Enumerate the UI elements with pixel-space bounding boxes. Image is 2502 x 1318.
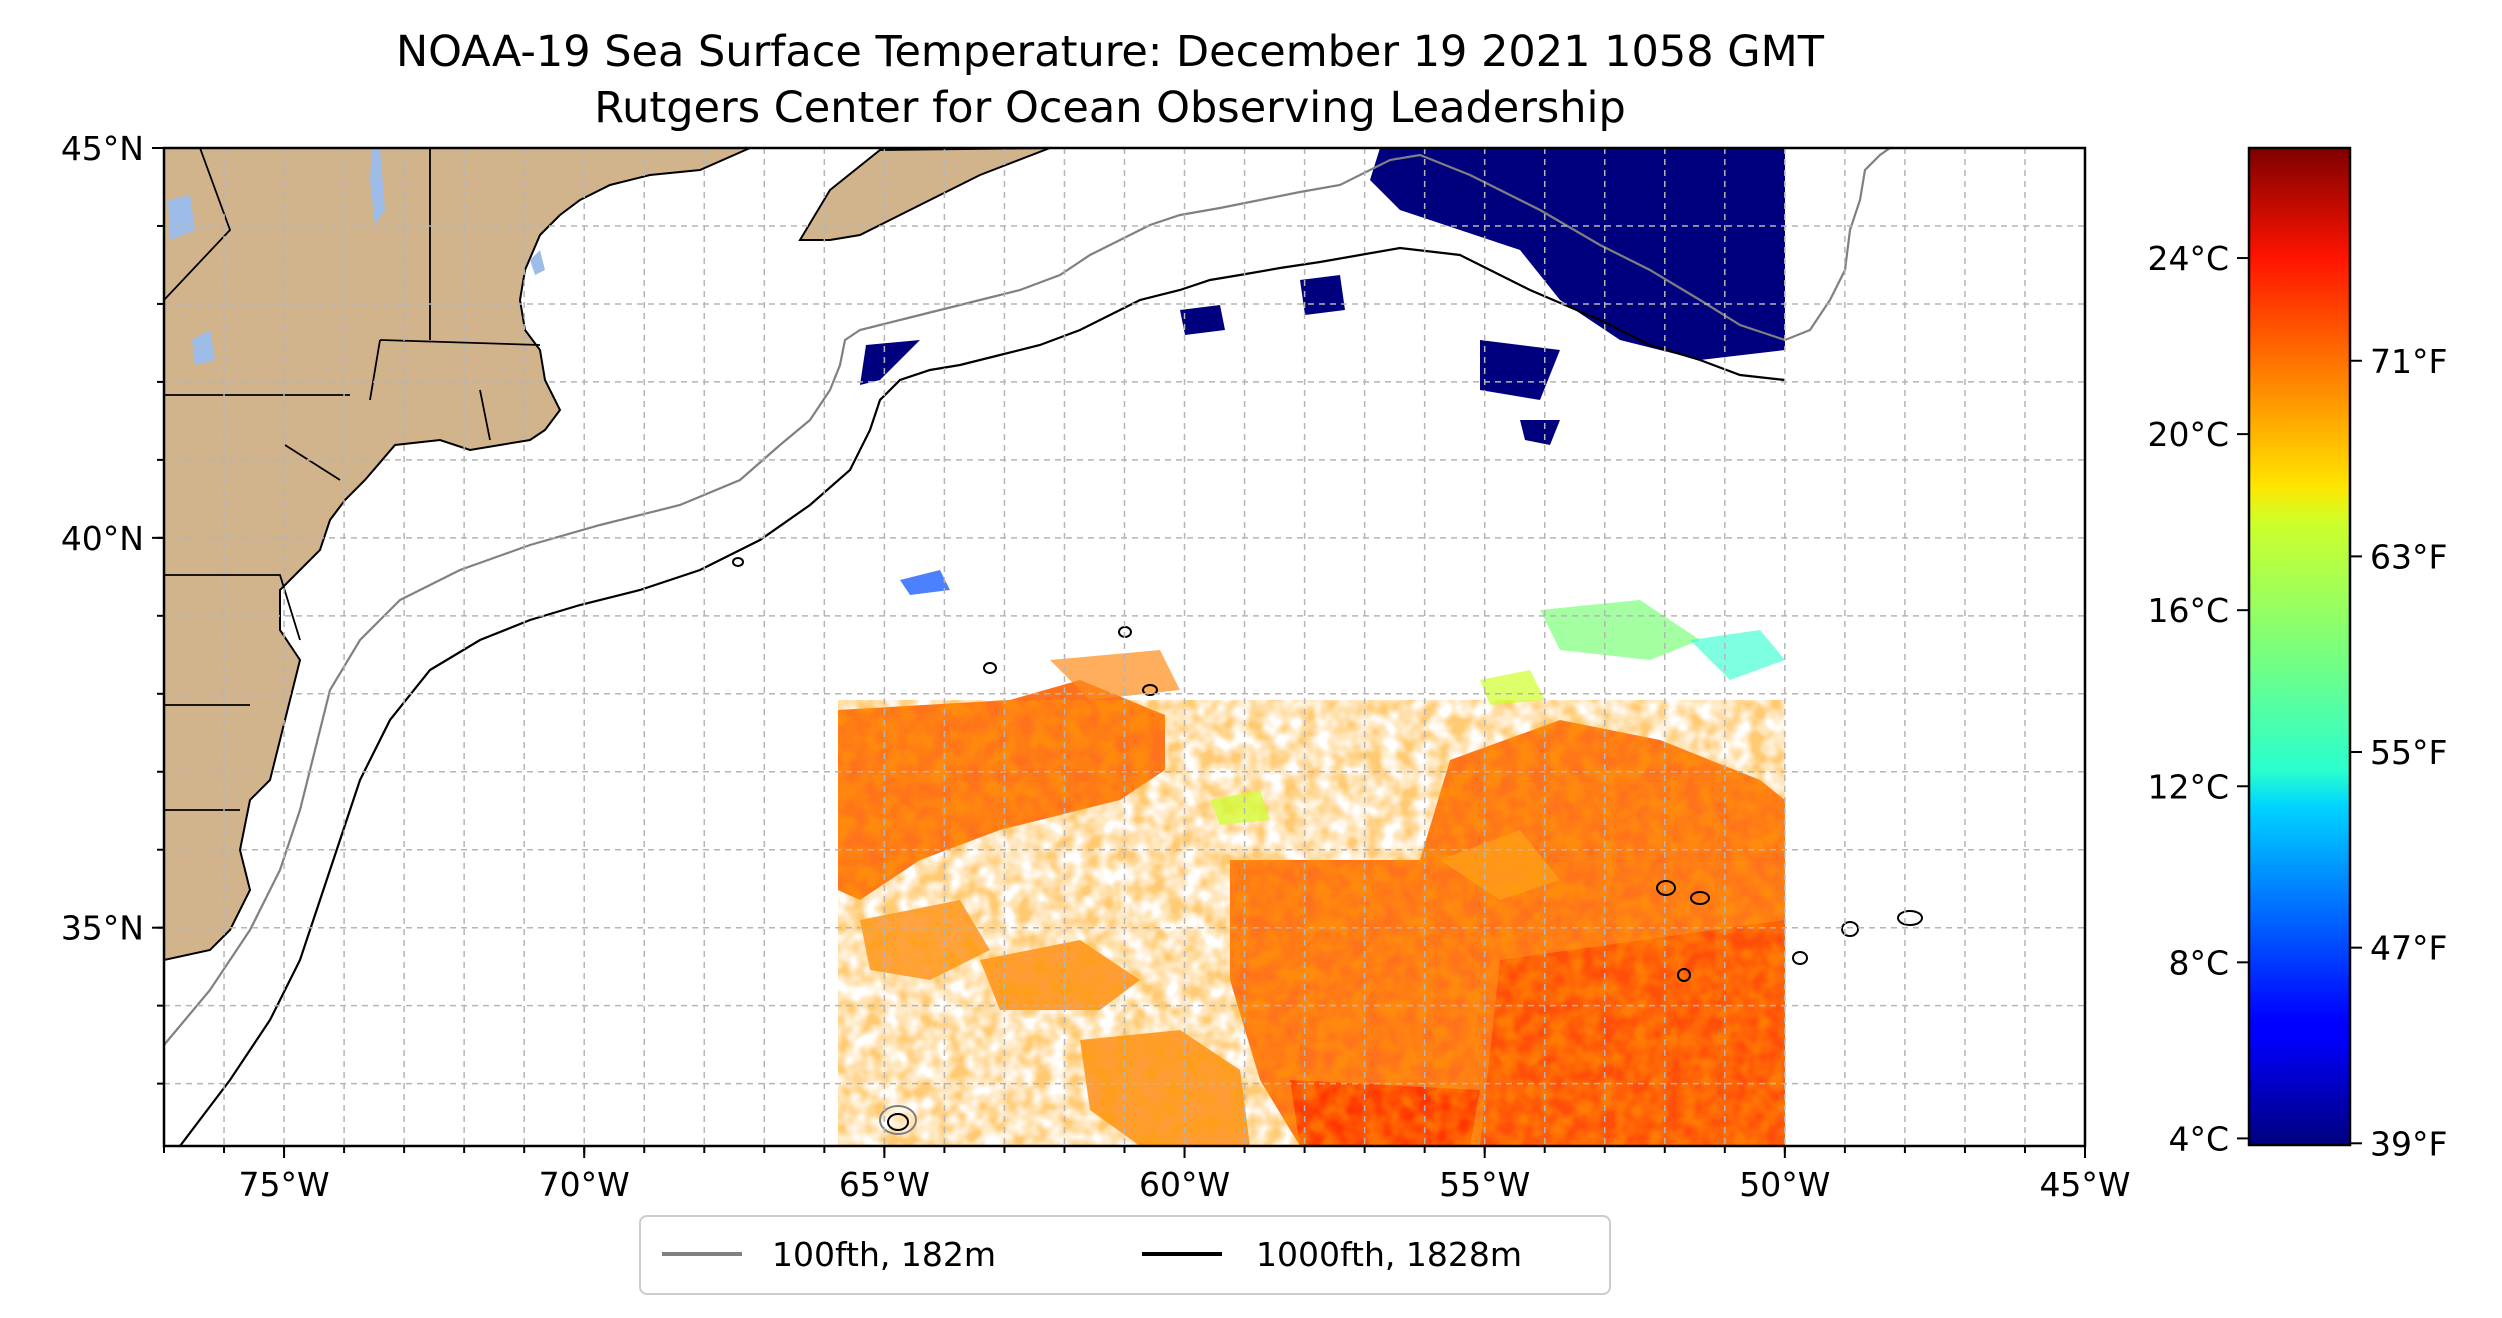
isobath-1000fth [179,246,1786,1146]
sst-cold-data [860,148,1785,445]
sst-cool-edges [900,570,1785,825]
x-tick-label: 45°W [2039,1165,2130,1204]
colorbar-celsius-label: 12°C [2147,767,2229,806]
colorbar-gradient [2247,146,2352,1147]
y-tick-label: 35°N [61,909,144,948]
colorbar-fahrenheit-label: 47°F [2370,929,2447,968]
colorbar-fahrenheit-label: 55°F [2370,733,2447,772]
title-line-2: Rutgers Center for Ocean Observing Leade… [594,83,1626,133]
colorbar-fahrenheit-label: 63°F [2370,537,2447,576]
colorbar-fahrenheit-label: 71°F [2370,342,2447,381]
legend-label-1000fth: 1000fth, 1828m [1256,1235,1522,1274]
seamount-contours [732,557,1923,1135]
y-tick-label: 40°N [61,519,144,558]
legend-box [639,1215,1611,1295]
colorbar-fahrenheit-label: 39°F [2370,1124,2447,1163]
legend: 100fth, 182m 1000fth, 1828m [639,1215,1611,1295]
axis-ticks: 75°W 70°W 65°W 60°W 55°W 50°W 45°W 45°N 40°N 35°N [61,129,2131,1204]
lakes [168,148,545,365]
title-line-1: NOAA-19 Sea Surface Temperature: Decembe… [396,27,1825,77]
y-tick-label: 45°N [61,129,144,168]
x-tick-label: 75°W [239,1165,330,1204]
x-tick-label: 65°W [839,1165,930,1204]
isobath-100fth [164,148,1891,1046]
land-masses [164,148,1051,962]
colorbar-celsius-label: 8°C [2168,943,2229,982]
colorbar-celsius-label: 24°C [2147,239,2229,278]
gridlines [164,148,2085,1146]
colorbar-celsius-label: 20°C [2147,415,2229,454]
colorbar-celsius-label: 4°C [2168,1119,2229,1158]
x-tick-label: 50°W [1739,1165,1830,1204]
sst-warm-data [838,650,1785,1146]
colorbar-celsius-label: 16°C [2147,591,2229,630]
legend-label-100fth: 100fth, 182m [772,1235,996,1274]
state-borders [164,148,541,811]
colorbar-ticks: 4°C 8°C 12°C 16°C 20°C 24°C 39°F 47°F 55°F 63°F 71… [2147,239,2447,1163]
x-tick-label: 70°W [539,1165,630,1204]
colorbar: 4°C 8°C 12°C 16°C 20°C 24°C 39°F 47°F 55°F 63°F 71… [2147,146,2447,1163]
x-tick-label: 55°W [1439,1165,1530,1204]
map-area [164,148,2085,1146]
x-tick-label: 60°W [1139,1165,1230,1204]
